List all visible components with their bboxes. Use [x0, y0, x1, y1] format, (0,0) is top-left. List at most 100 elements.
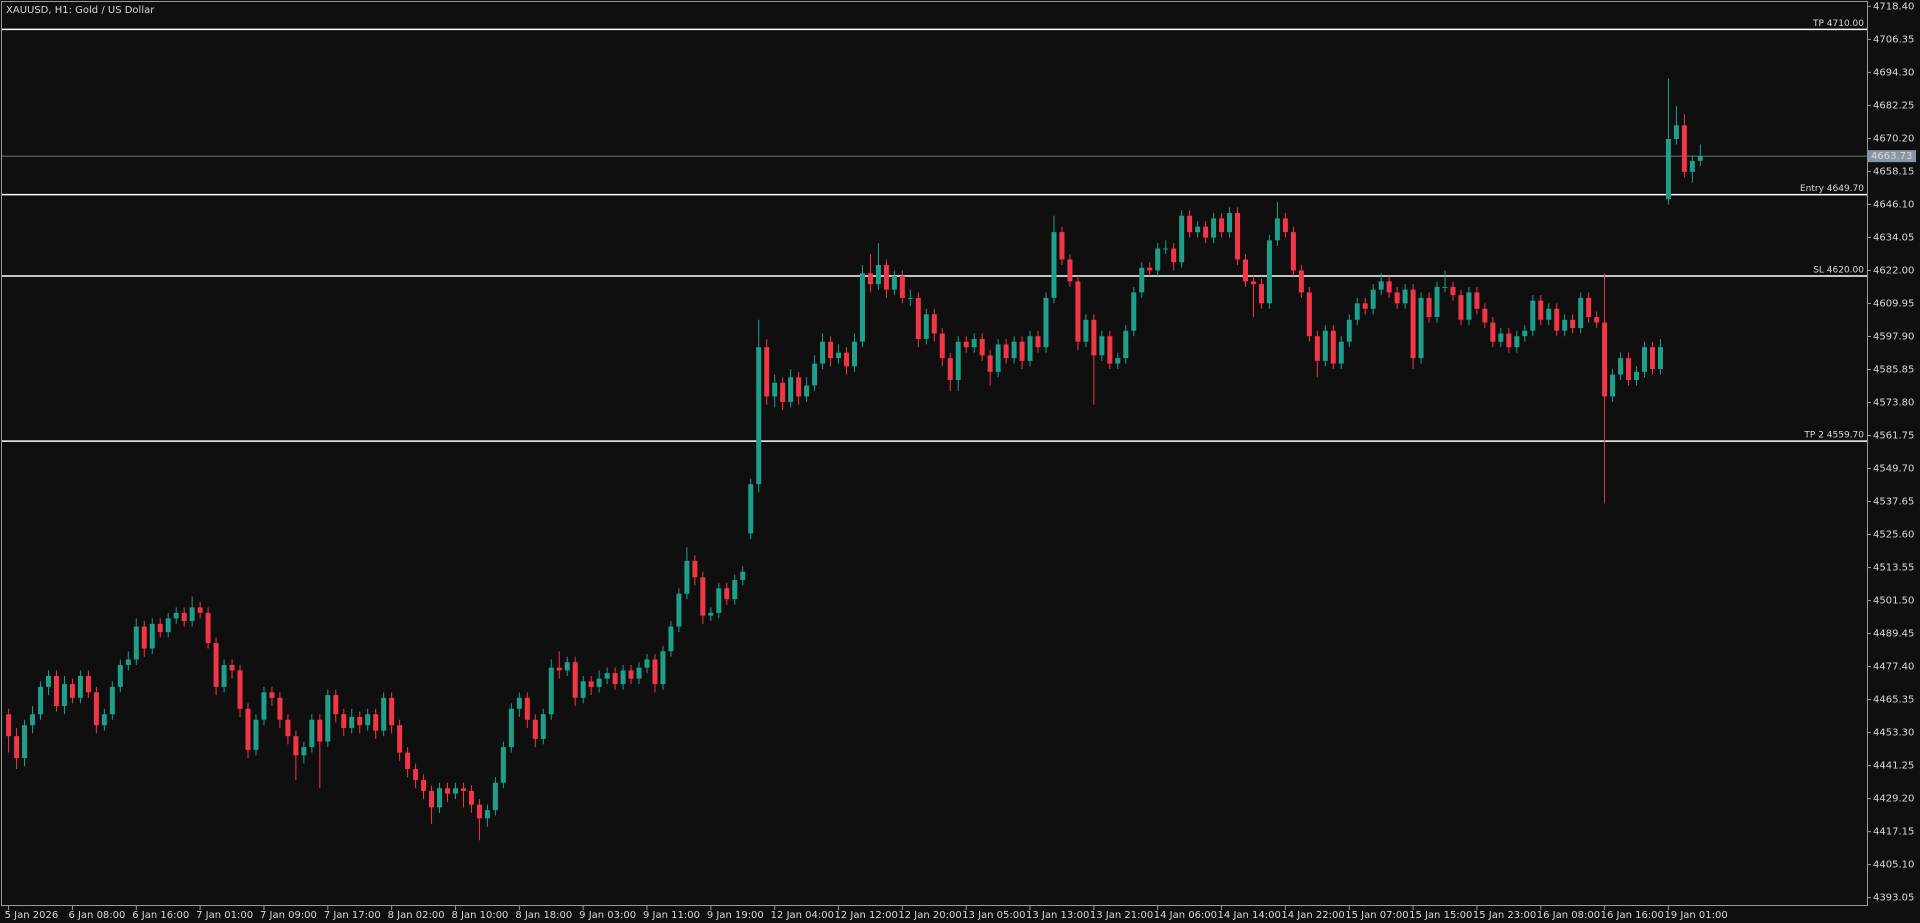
candle-body [772, 382, 778, 397]
candle-body [979, 338, 985, 356]
y-tick-label: 4682.25 [1873, 100, 1914, 111]
candle-body [851, 341, 857, 367]
candle-body [1466, 292, 1472, 320]
candle-body [1602, 322, 1608, 397]
candle-body [492, 782, 498, 811]
candle-body [237, 670, 243, 709]
candle-body [309, 719, 315, 748]
candle-body [365, 714, 371, 726]
candle-body [652, 659, 658, 685]
candle-body [1681, 125, 1687, 172]
candle-body [580, 681, 586, 698]
candle-body [285, 719, 291, 737]
candle-body [899, 275, 905, 298]
candle-body [1282, 218, 1288, 233]
candle-body [1314, 336, 1320, 361]
y-tick-label: 4718.40 [1873, 1, 1914, 12]
plot-frame [1, 1, 1868, 906]
level-label: SL 4620.00 [1813, 265, 1864, 275]
candle-body [397, 725, 403, 753]
candle-body [1442, 286, 1448, 288]
candle-body [1482, 308, 1488, 323]
candle-body [1179, 215, 1185, 263]
x-tick-label: 15 Jan 15:00 [1409, 910, 1472, 921]
candle-body [1458, 295, 1464, 320]
candle-body [1378, 281, 1384, 290]
y-tick-label: 4634.05 [1873, 232, 1914, 243]
candle-body [46, 675, 51, 687]
candle-body [987, 355, 993, 372]
y-tick-label: 4694.30 [1873, 67, 1914, 78]
x-tick-label: 13 Jan 21:00 [1090, 910, 1153, 921]
candle-body [1322, 330, 1328, 361]
candle-body [540, 714, 546, 739]
x-tick-label: 6 Jan 08:00 [68, 910, 125, 921]
candle-body [6, 714, 12, 737]
bid-label: 4663.73 [1871, 151, 1912, 162]
candle-body [524, 697, 530, 720]
candle-body [1673, 125, 1679, 139]
candle-body [1626, 358, 1632, 381]
x-tick-label: 16 Jan 16:00 [1601, 910, 1664, 921]
candle-body [644, 659, 650, 668]
y-tick-label: 4477.40 [1873, 662, 1914, 673]
candle-body [413, 769, 419, 780]
candle-body [636, 667, 642, 679]
candle-body [1011, 341, 1017, 359]
x-tick-label: 16 Jan 08:00 [1537, 910, 1600, 921]
candle-body [1171, 248, 1177, 263]
candle-body [1107, 336, 1113, 364]
candle-body [325, 695, 331, 742]
candle-body [117, 664, 123, 687]
candle-body [53, 675, 59, 707]
candle-body [1665, 138, 1671, 200]
candle-body [1035, 336, 1041, 348]
y-tick-label: 4513.55 [1873, 563, 1914, 574]
candle-body [915, 297, 921, 339]
candle-body [1538, 300, 1544, 320]
bid-tag [1868, 150, 1916, 163]
x-tick-label: 9 Jan 11:00 [643, 910, 700, 921]
candle-body [1338, 341, 1344, 364]
candle-body [1243, 259, 1248, 282]
candle-body [1346, 319, 1352, 342]
y-tick-label: 4417.15 [1873, 827, 1914, 838]
y-tick-label: 4561.75 [1873, 431, 1914, 442]
candle-body [405, 752, 411, 770]
x-tick-label: 7 Jan 09:00 [260, 910, 317, 921]
x-tick-label: 15 Jan 07:00 [1345, 910, 1408, 921]
candle-body [955, 341, 961, 381]
candle-body [141, 626, 147, 649]
y-tick-label: 4489.45 [1873, 629, 1914, 640]
candle-body [1123, 330, 1129, 359]
candle-body [596, 678, 602, 687]
candle-body [1649, 347, 1655, 370]
candle-body [437, 788, 443, 808]
candle-body [1498, 333, 1504, 342]
candle-body [1227, 212, 1233, 233]
candle-body [812, 363, 818, 386]
y-tick-label: 4537.65 [1873, 497, 1914, 508]
candle-body [1099, 336, 1105, 356]
candle-body [1418, 297, 1424, 359]
x-tick-label: 8 Jan 10:00 [451, 910, 508, 921]
candle-body [149, 623, 155, 649]
candle-body [341, 714, 347, 728]
candle-body [1195, 226, 1201, 233]
y-tick-label: 4441.25 [1873, 761, 1914, 772]
candle-body [349, 716, 355, 728]
candle-body [165, 618, 171, 633]
x-tick-label: 14 Jan 22:00 [1281, 910, 1344, 921]
candle-body [724, 588, 730, 600]
candle-body [1562, 319, 1568, 331]
candle-body [14, 736, 20, 759]
y-tick-label: 4597.90 [1873, 331, 1914, 342]
candle-body [548, 667, 554, 715]
level-label: Entry 4649.70 [1800, 184, 1864, 194]
candle-body [620, 670, 626, 685]
candle-body [173, 612, 179, 619]
candle-body [572, 662, 578, 698]
candle-body [1386, 281, 1392, 293]
candle-body [604, 673, 610, 679]
